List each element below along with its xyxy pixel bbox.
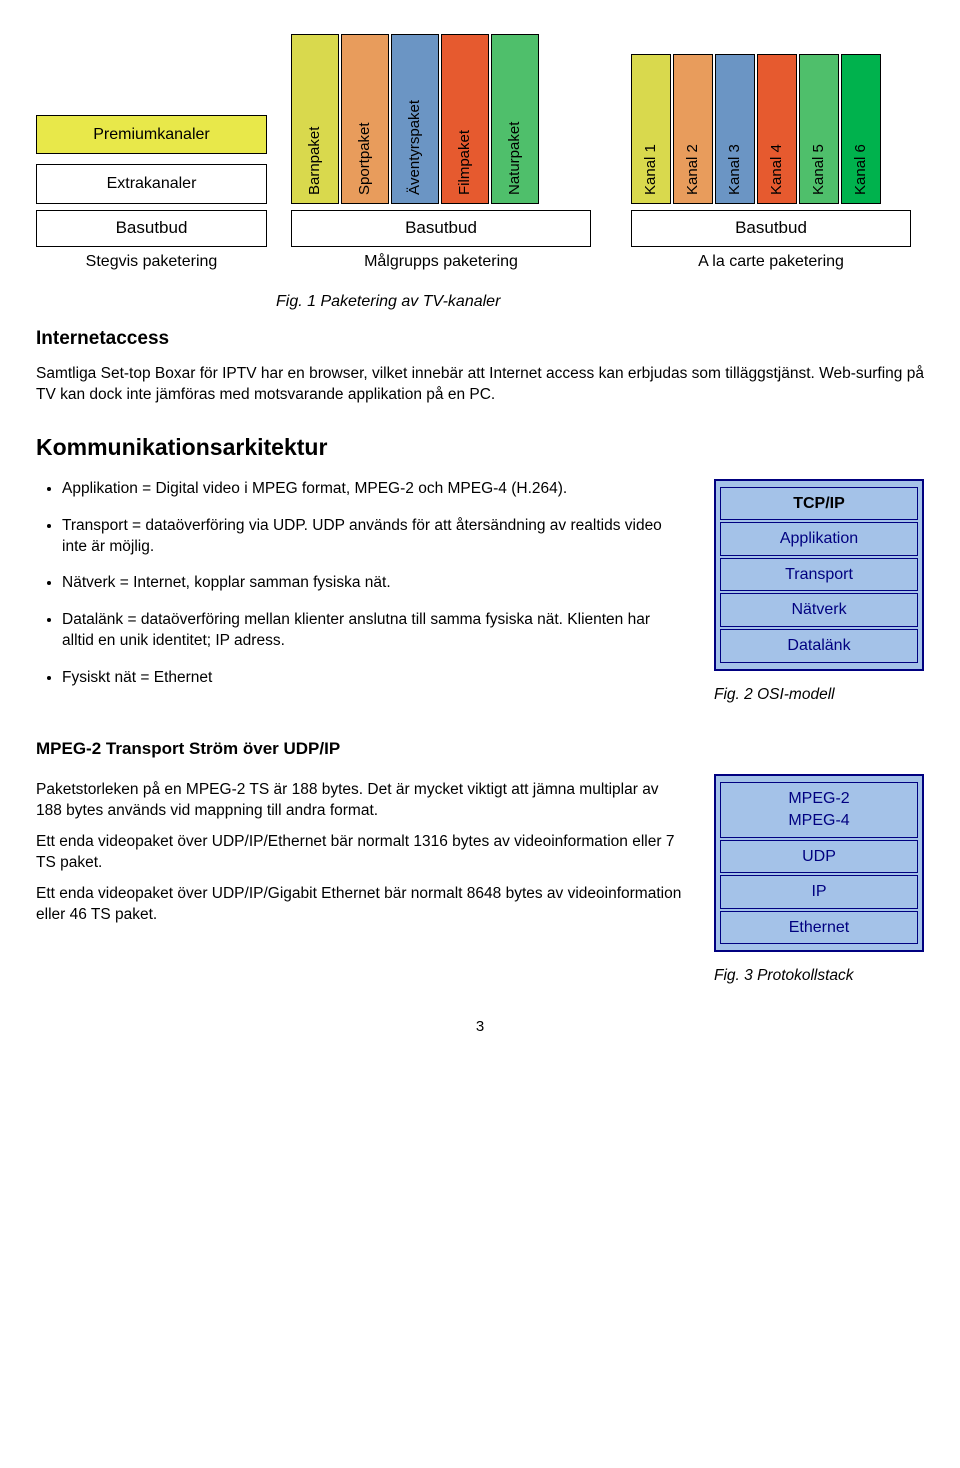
fig1-row-boxes: Premiumkanaler Extrakanaler BarnpaketSpo… <box>36 24 924 204</box>
mid-package-box: Barnpaket <box>291 34 339 204</box>
protokoll-stack-row: UDP <box>720 840 918 874</box>
protokoll-side-column: MPEG-2 MPEG-4UDPIPEthernet Fig. 3 Protok… <box>714 774 924 987</box>
osi-side-column: TCP/IPApplikationTransportNätverkDatalän… <box>714 479 924 706</box>
basutbud-group-mid: Basutbud Målgrupps paketering <box>291 210 591 273</box>
osi-stack-head: TCP/IP <box>720 487 918 521</box>
sub-label-left: Stegvis paketering <box>86 251 218 273</box>
mid-package-box: Sportpaket <box>341 34 389 204</box>
osi-caption: Fig. 2 OSI-modell <box>714 685 924 706</box>
komm-bullet-item: Nätverk = Internet, kopplar samman fysis… <box>62 573 684 594</box>
komm-bullet-list: Applikation = Digital video i MPEG forma… <box>36 479 684 705</box>
mpeg-paragraph: Ett enda videopaket över UDP/IP/Ethernet… <box>36 832 684 874</box>
right-kanal-box: Kanal 3 <box>715 54 755 204</box>
mid-package-box: Filmpaket <box>441 34 489 204</box>
sub-label-mid: Målgrupps paketering <box>364 251 518 273</box>
basutbud-box-mid: Basutbud <box>291 210 591 247</box>
basutbud-group-right: Basutbud A la carte paketering <box>631 210 911 273</box>
right-kanal-box: Kanal 6 <box>841 54 881 204</box>
right-kanal-box: Kanal 2 <box>673 54 713 204</box>
fig1-row-basutbud: Basutbud Stegvis paketering Basutbud Mål… <box>36 210 924 273</box>
protokoll-stack: MPEG-2 MPEG-4UDPIPEthernet <box>714 774 924 952</box>
mid-package-box: Naturpaket <box>491 34 539 204</box>
heading-mpeg2: MPEG-2 Transport Ström över UDP/IP <box>36 738 924 761</box>
fig1-col-right: Kanal 1Kanal 2Kanal 3Kanal 4Kanal 5Kanal… <box>631 24 911 204</box>
heading-kommunikationsarkitektur: Kommunikationsarkitektur <box>36 432 924 463</box>
mpeg-layout: Paketstorleken på en MPEG-2 TS är 188 by… <box>36 774 924 987</box>
right-kanal-box: Kanal 5 <box>799 54 839 204</box>
komm-bullet-item: Transport = dataöverföring via UDP. UDP … <box>62 516 684 558</box>
protokoll-stack-row: IP <box>720 875 918 909</box>
fig1-col-mid: BarnpaketSportpaketÄventyrspaketFilmpake… <box>291 24 591 204</box>
extra-box: Extrakanaler <box>36 164 267 204</box>
komm-bullet-item: Fysiskt nät = Ethernet <box>62 668 684 689</box>
right-kanal-box: Kanal 1 <box>631 54 671 204</box>
osi-stack-row: Nätverk <box>720 593 918 627</box>
page-number: 3 <box>36 1017 924 1037</box>
sub-label-right: A la carte paketering <box>698 251 844 273</box>
basutbud-box-right: Basutbud <box>631 210 911 247</box>
fig1-packaging-diagram: Premiumkanaler Extrakanaler BarnpaketSpo… <box>36 24 924 273</box>
protokoll-caption: Fig. 3 Protokollstack <box>714 966 924 987</box>
basutbud-group-left: Basutbud Stegvis paketering <box>36 210 291 273</box>
kommunikations-layout: Applikation = Digital video i MPEG forma… <box>36 479 924 706</box>
mpeg-paragraph: Ett enda videopaket över UDP/IP/Gigabit … <box>36 884 684 926</box>
komm-bullet-item: Datalänk = dataöverföring mellan kliente… <box>62 610 684 652</box>
osi-stack-row: Datalänk <box>720 629 918 663</box>
basutbud-box-left: Basutbud <box>36 210 267 247</box>
right-kanal-box: Kanal 4 <box>757 54 797 204</box>
fig1-caption: Fig. 1 Paketering av TV-kanaler <box>276 291 924 313</box>
mpeg-paragraph: Paketstorleken på en MPEG-2 TS är 188 by… <box>36 780 684 822</box>
protokoll-stack-row: Ethernet <box>720 911 918 945</box>
osi-stack-row: Transport <box>720 558 918 592</box>
mid-package-box: Äventyrspaket <box>391 34 439 204</box>
osi-stack-row: Applikation <box>720 522 918 556</box>
premium-box: Premiumkanaler <box>36 115 267 155</box>
heading-internetaccess: Internetaccess <box>36 326 924 352</box>
komm-bullet-item: Applikation = Digital video i MPEG forma… <box>62 479 684 500</box>
osi-stack: TCP/IPApplikationTransportNätverkDatalän… <box>714 479 924 671</box>
protokoll-stack-row: MPEG-2 MPEG-4 <box>720 782 918 837</box>
fig1-col-left: Premiumkanaler Extrakanaler <box>36 24 291 204</box>
para-internetaccess: Samtliga Set-top Boxar för IPTV har en b… <box>36 364 924 406</box>
mpeg-text-column: Paketstorleken på en MPEG-2 TS är 188 by… <box>36 774 684 936</box>
